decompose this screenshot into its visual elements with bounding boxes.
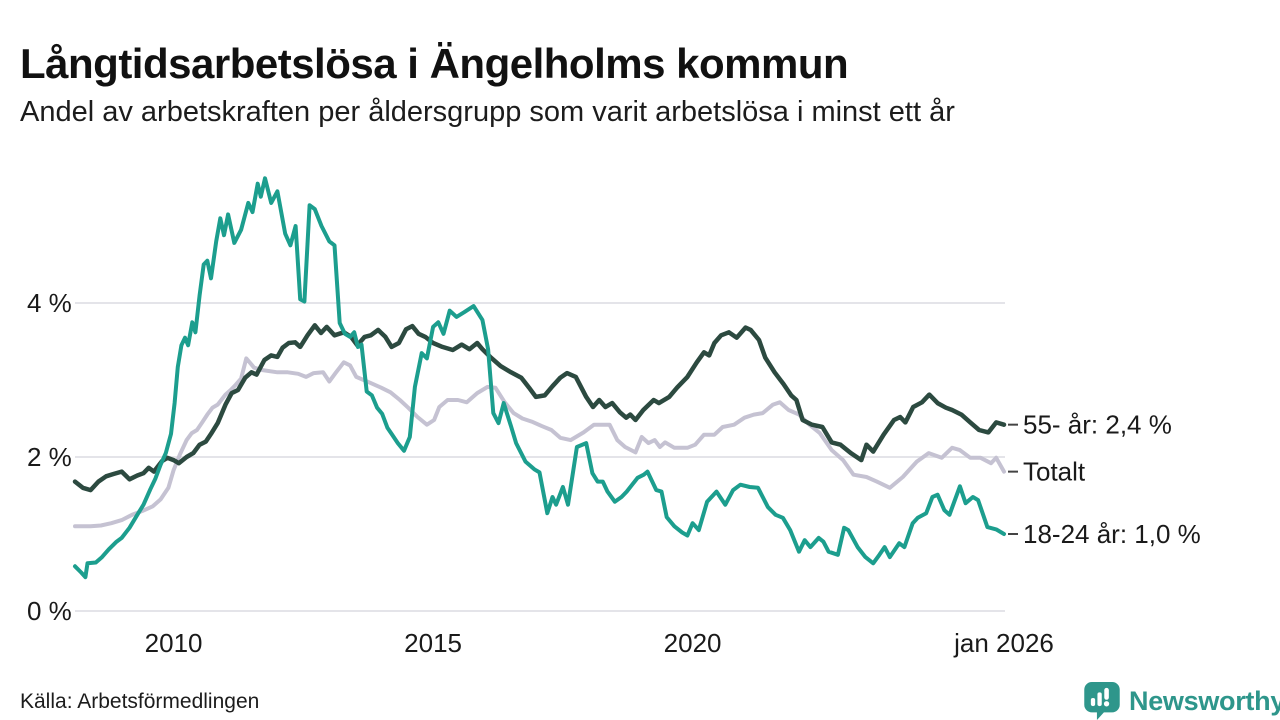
end-label-55-ar: 55- år: 2,4 % xyxy=(1023,410,1172,440)
series-line-55-ar xyxy=(72,323,1007,493)
y-tick-label-0: 0 % xyxy=(27,596,72,626)
page-title: Långtidsarbetslösa i Ängelholms kommun xyxy=(20,40,849,88)
series-line-totalt xyxy=(73,356,1006,529)
chart-subtitle: Andel av arbetskraften per åldersgrupp s… xyxy=(20,96,955,128)
x-tick-label-2020: 2020 xyxy=(664,628,722,658)
y-tick-label-4: 4 % xyxy=(27,288,72,318)
x-tick-label-2010: 2010 xyxy=(145,628,203,658)
newsworthy-logo-text: Newsworthy xyxy=(1129,686,1280,716)
end-label-18-24-ar: 18-24 år: 1,0 % xyxy=(1023,519,1201,549)
x-tick-label-jan-2026: jan 2026 xyxy=(953,628,1054,658)
series-line-18-24-ar xyxy=(73,176,1006,580)
source-note: Källa: Arbetsförmedlingen xyxy=(20,690,260,713)
x-tick-label-2015: 2015 xyxy=(404,628,462,658)
end-label-totalt: Totalt xyxy=(1023,457,1086,487)
y-tick-label-2: 2 % xyxy=(27,442,72,472)
newsworthy-logo-icon xyxy=(1083,682,1121,720)
newsworthy-brand: Newsworthy xyxy=(1083,682,1280,720)
